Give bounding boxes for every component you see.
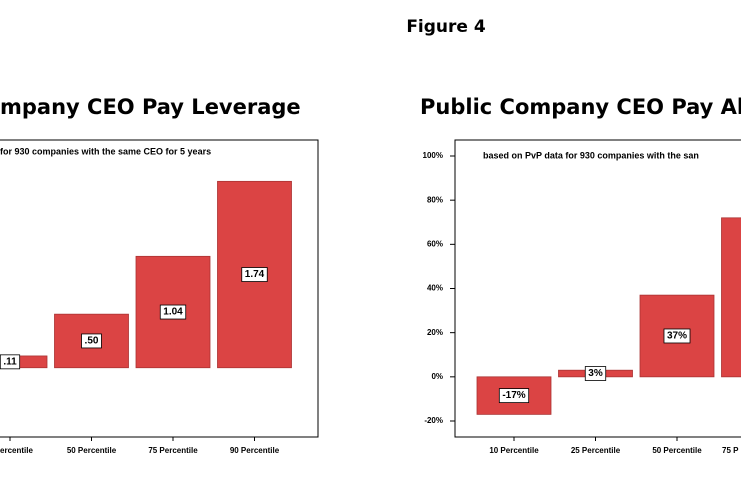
value-label: 3% (588, 368, 603, 379)
figure-title: Figure 4 (406, 17, 486, 37)
y-tick-label: 0% (431, 372, 443, 381)
value-label-box (584, 366, 607, 381)
x-tick-label: 75 P (722, 446, 739, 455)
chart-subtitle: based on PvP data for 930 companies with… (483, 150, 699, 160)
value-label-box (159, 304, 187, 320)
y-tick-label: 60% (427, 239, 443, 248)
value-label-box (498, 388, 530, 404)
value-label: -17% (502, 390, 525, 401)
chart-title: Public Company CEO Pay Ali (420, 95, 741, 119)
y-tick-label: 20% (427, 328, 443, 337)
value-label-box (81, 333, 102, 349)
chart-subtitle: for 930 companies with the same CEO for … (0, 146, 211, 156)
x-tick-label: 10 Percentile (489, 446, 539, 455)
x-tick-label: 50 Percentile (652, 446, 702, 455)
value-label: 37% (667, 331, 687, 342)
x-tick-label: 25 Percentile (571, 446, 621, 455)
y-tick-label: 40% (427, 284, 443, 293)
x-tick-label: ercentile (0, 446, 33, 455)
value-label-box (663, 328, 691, 344)
x-tick-label: 50 Percentile (67, 446, 117, 455)
value-label: 1.74 (245, 269, 265, 280)
value-label: .11 (3, 356, 17, 367)
y-tick-label: -20% (424, 416, 443, 425)
chart-frame (0, 139, 319, 438)
value-label-box (0, 354, 21, 370)
value-label-box (241, 267, 268, 282)
bar (721, 217, 741, 378)
x-tick-label: 90 Percentile (230, 446, 280, 455)
x-tick-label: 75 Percentile (148, 446, 198, 455)
y-tick-label: 80% (427, 195, 443, 204)
chart-title: mpany CEO Pay Leverage (0, 95, 301, 119)
y-tick-label: 100% (423, 151, 443, 160)
value-label: .50 (85, 336, 99, 347)
value-label: 1.04 (163, 307, 183, 318)
